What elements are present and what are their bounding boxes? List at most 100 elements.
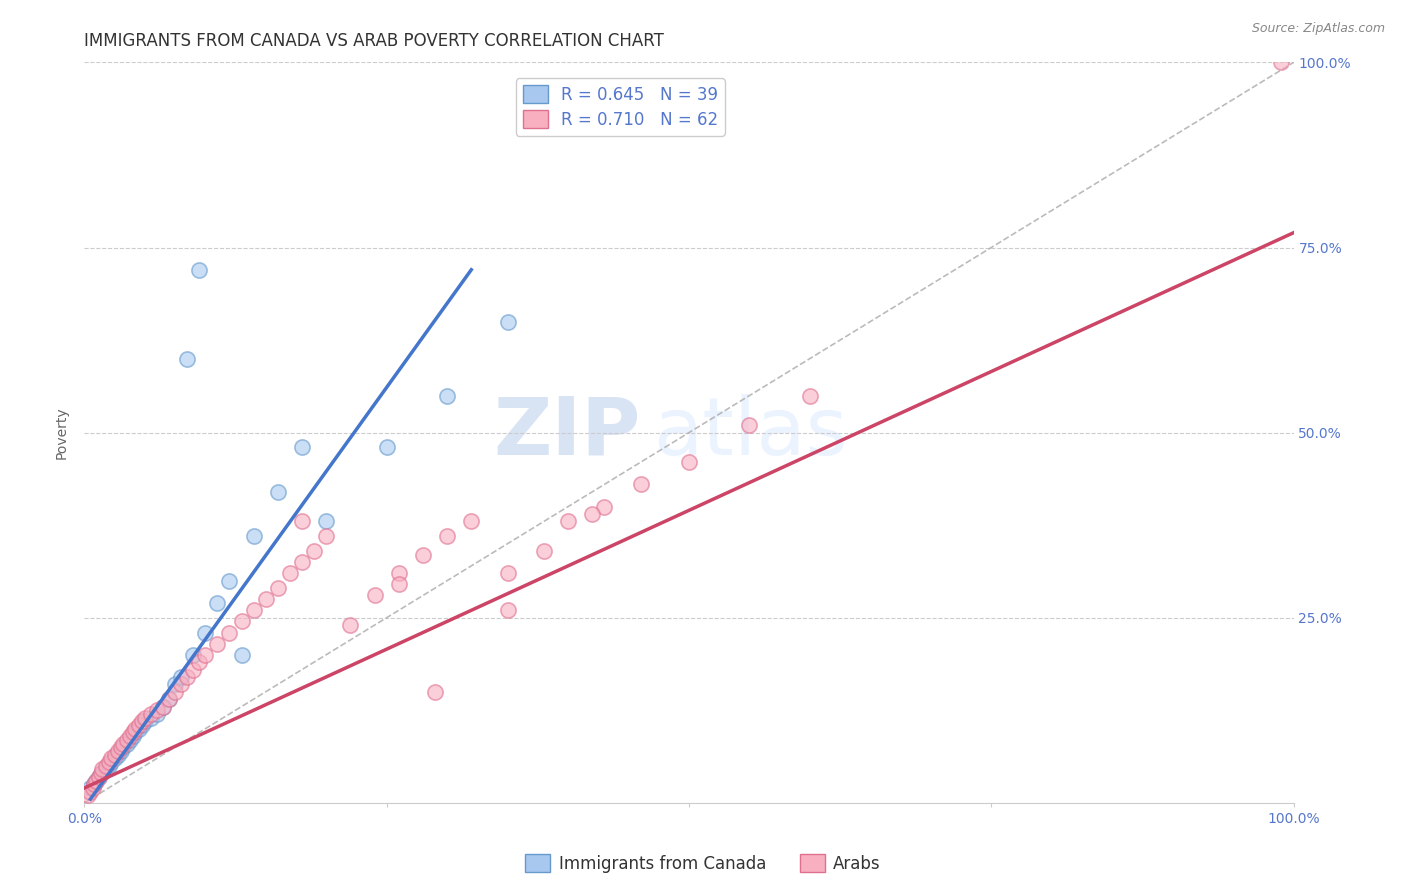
Point: [139, 706, 162, 721]
Point: [97, 758, 120, 772]
Point: [278, 566, 301, 581]
Point: [170, 677, 193, 691]
Point: [131, 718, 153, 732]
Point: [110, 740, 132, 755]
Point: [86, 773, 108, 788]
Point: [231, 615, 253, 629]
Point: [157, 692, 180, 706]
Point: [104, 747, 127, 762]
Point: [90, 766, 112, 780]
Point: [188, 655, 211, 669]
Point: [291, 441, 314, 455]
Point: [120, 729, 142, 743]
Point: [218, 574, 240, 588]
Point: [79, 780, 101, 795]
Point: [165, 677, 187, 691]
Point: [291, 555, 314, 569]
Point: [83, 777, 105, 791]
Point: [375, 441, 398, 455]
Point: [97, 755, 120, 769]
Point: [315, 529, 337, 543]
Point: [131, 714, 153, 729]
Point: [423, 685, 446, 699]
Point: [496, 566, 519, 581]
Point: [181, 663, 204, 677]
Text: ZIP: ZIP: [494, 393, 641, 472]
Point: [363, 589, 385, 603]
Point: [557, 515, 579, 529]
Point: [581, 507, 603, 521]
Point: [146, 703, 169, 717]
Point: [231, 648, 253, 662]
Legend: Immigrants from Canada, Arabs: Immigrants from Canada, Arabs: [519, 847, 887, 880]
Text: Source: ZipAtlas.com: Source: ZipAtlas.com: [1251, 22, 1385, 36]
Point: [107, 747, 129, 762]
Point: [121, 729, 143, 743]
Point: [496, 314, 519, 328]
Point: [139, 711, 162, 725]
Point: [165, 685, 187, 699]
Point: [194, 648, 217, 662]
Y-axis label: Poverty: Poverty: [55, 407, 69, 458]
Point: [242, 529, 264, 543]
Point: [87, 770, 110, 784]
Point: [104, 751, 127, 765]
Text: IMMIGRANTS FROM CANADA VS ARAB POVERTY CORRELATION CHART: IMMIGRANTS FROM CANADA VS ARAB POVERTY C…: [84, 32, 664, 50]
Point: [315, 515, 337, 529]
Point: [77, 789, 100, 803]
Point: [120, 732, 142, 747]
Point: [496, 603, 519, 617]
Point: [388, 566, 411, 581]
Point: [124, 722, 146, 736]
Point: [100, 755, 122, 769]
Point: [152, 699, 174, 714]
Point: [79, 785, 101, 799]
Point: [152, 699, 174, 714]
Point: [412, 548, 434, 562]
Legend: R = 0.645   N = 39, R = 0.710   N = 62: R = 0.645 N = 39, R = 0.710 N = 62: [516, 78, 724, 136]
Point: [94, 758, 117, 772]
Point: [94, 763, 117, 777]
Point: [339, 618, 361, 632]
Point: [157, 692, 180, 706]
Point: [678, 455, 700, 469]
Point: [436, 529, 458, 543]
Point: [242, 603, 264, 617]
Point: [124, 725, 146, 739]
Point: [82, 780, 104, 795]
Point: [460, 515, 482, 529]
Point: [112, 737, 135, 751]
Point: [110, 744, 132, 758]
Point: [134, 714, 156, 729]
Point: [146, 706, 169, 721]
Point: [176, 351, 198, 366]
Point: [630, 477, 652, 491]
Point: [188, 262, 211, 277]
Point: [436, 388, 458, 402]
Point: [207, 637, 229, 651]
Point: [134, 711, 156, 725]
Point: [83, 777, 105, 791]
Point: [194, 625, 217, 640]
Point: [170, 670, 193, 684]
Point: [121, 725, 143, 739]
Point: [388, 577, 411, 591]
Point: [207, 596, 229, 610]
Point: [267, 581, 290, 595]
Point: [1270, 55, 1292, 70]
Point: [112, 740, 135, 755]
Point: [86, 773, 108, 788]
Point: [533, 544, 555, 558]
Point: [593, 500, 616, 514]
Point: [115, 737, 138, 751]
Point: [91, 763, 114, 777]
Point: [107, 744, 129, 758]
Point: [87, 770, 110, 784]
Point: [176, 670, 198, 684]
Point: [291, 515, 314, 529]
Text: atlas: atlas: [652, 393, 846, 472]
Point: [799, 388, 821, 402]
Point: [254, 592, 277, 607]
Point: [128, 718, 150, 732]
Point: [738, 418, 761, 433]
